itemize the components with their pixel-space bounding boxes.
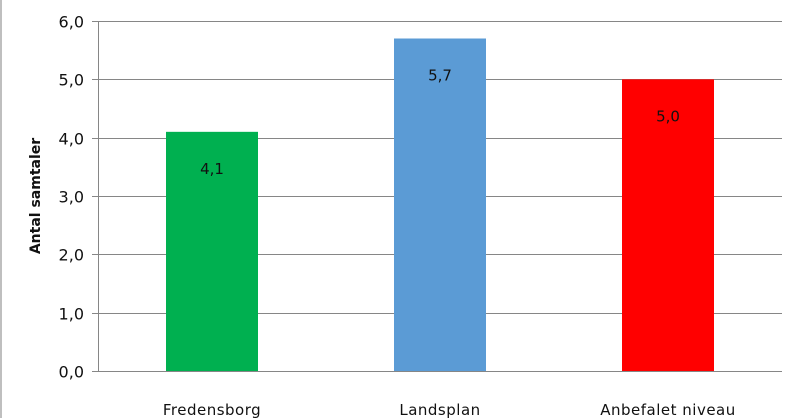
y-tick-label: 0,0 <box>59 363 84 382</box>
y-tick-label: 6,0 <box>59 13 84 32</box>
data-label: 5,0 <box>656 107 680 125</box>
x-tick-label: Landsplan <box>399 401 480 418</box>
y-axis-title: Antal samtaler <box>28 138 44 254</box>
y-tick-label: 5,0 <box>59 71 84 90</box>
y-tick-label: 2,0 <box>59 246 84 265</box>
x-tick-label: Fredensborg <box>163 401 261 418</box>
bar <box>166 131 258 371</box>
y-tick-label: 4,0 <box>59 130 84 149</box>
bar <box>622 79 714 371</box>
bars <box>166 38 714 371</box>
data-label: 5,7 <box>428 67 452 85</box>
y-tick-label: 1,0 <box>59 305 84 324</box>
bar <box>394 38 486 371</box>
labels: 0,0 1,0 2,0 3,0 4,0 5,0 6,0 4,1 Fredensborg 5,7 La… <box>59 13 736 418</box>
x-tick-label: Anbefalet niveau <box>600 401 736 418</box>
data-label: 4,1 <box>200 160 224 178</box>
y-tick-label: 3,0 <box>59 188 84 207</box>
